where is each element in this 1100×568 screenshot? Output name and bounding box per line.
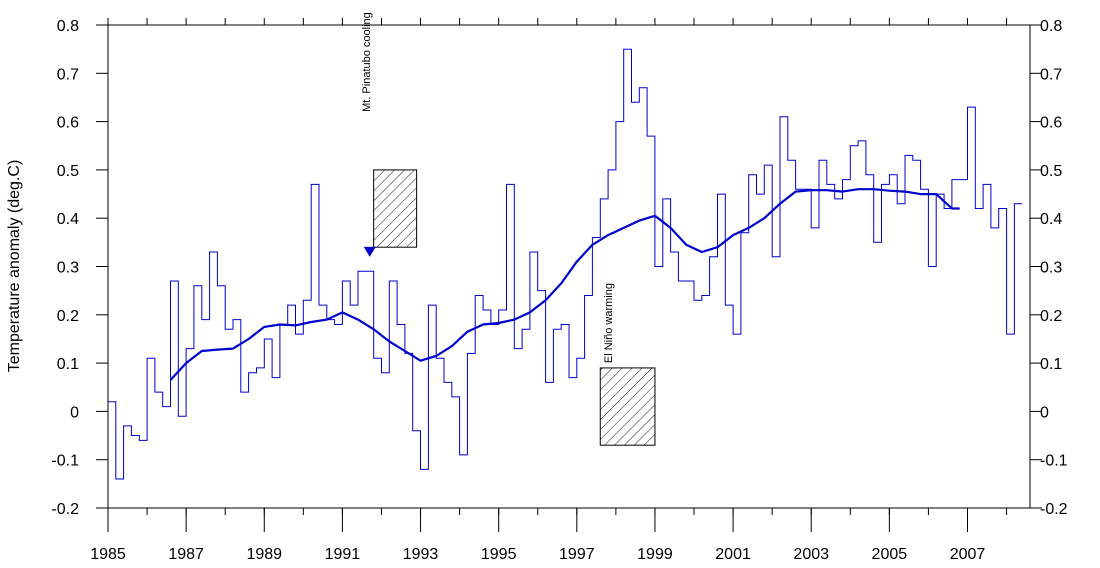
y-tick-label-left: 0.5: [57, 163, 79, 180]
y-tick-label-left: 0.7: [57, 66, 79, 83]
y-tick-label-left: 0.2: [57, 308, 79, 325]
y-tick-label-left: -0.2: [51, 501, 79, 518]
monthly-anomaly-series: [108, 48, 1023, 480]
x-tick-label: 1995: [481, 546, 517, 563]
x-axis-ticks: 1985 1987 1989 1991 1993 1995 1997 1999 2001 2003…: [90, 18, 1008, 563]
x-tick-label: 1987: [168, 546, 204, 563]
y-axis-title: Temperature anomaly (deg.C): [6, 160, 23, 373]
x-tick-label: 1989: [246, 546, 282, 563]
y-tick-label-left: 0.6: [57, 115, 79, 132]
y-tick-label-right: 0.6: [1040, 115, 1062, 132]
x-tick-label: 2007: [950, 546, 986, 563]
plot-frame: [107, 24, 1031, 509]
y-axis-left-ticks: -0.2 -0.1 0 0.1 0.2 0.3 0.4 0.5 0.6 0.7 0.8: [51, 18, 108, 518]
x-tick-label: 1985: [90, 546, 126, 563]
x-tick-label: 2001: [715, 546, 751, 563]
x-tick-label: 2005: [872, 546, 908, 563]
y-tick-label-right: 0: [1040, 404, 1049, 421]
annotation-label: Mt. Pinatubo cooling: [361, 12, 373, 112]
y-tick-label-left: 0.4: [57, 211, 79, 228]
x-tick-label: 1993: [403, 546, 439, 563]
y-tick-label-left: 0.8: [57, 18, 79, 35]
series-layer: [108, 48, 1023, 480]
x-tick-label: 1999: [637, 546, 673, 563]
annotation-box: [599, 367, 656, 446]
x-tick-label: 1991: [325, 546, 361, 563]
y-tick-label-right: 0.2: [1040, 308, 1062, 325]
y-tick-label-right: 0.4: [1040, 211, 1062, 228]
annotation-box: [373, 169, 418, 248]
y-tick-label-left: 0.3: [57, 260, 79, 277]
x-tick-label: 1997: [559, 546, 595, 563]
x-tick-label: 2003: [793, 546, 829, 563]
y-tick-label-right: 0.5: [1040, 163, 1062, 180]
y-tick-label-right: 0.7: [1040, 66, 1062, 83]
arrow-down-icon: [363, 246, 376, 257]
y-tick-label-right: 0.1: [1040, 356, 1062, 373]
y-tick-label-right: -0.1: [1040, 453, 1068, 470]
y-tick-label-right: -0.2: [1040, 501, 1068, 518]
annotation-layer: Mt. Pinatubo cooling El Niño warming: [361, 12, 656, 446]
y-tick-label-right: 0.3: [1040, 260, 1062, 277]
y-tick-label-left: 0.1: [57, 356, 79, 373]
annotation-label: El Niño warming: [603, 283, 615, 363]
y-tick-label-right: 0.8: [1040, 18, 1062, 35]
running-mean-series: [169, 188, 960, 381]
y-tick-label-left: 0: [70, 404, 79, 421]
y-tick-label-left: -0.1: [51, 453, 79, 470]
y-axis-right-ticks: -0.2 -0.1 0 0.1 0.2 0.3 0.4 0.5 0.6 0.7 0.8: [1030, 18, 1068, 518]
